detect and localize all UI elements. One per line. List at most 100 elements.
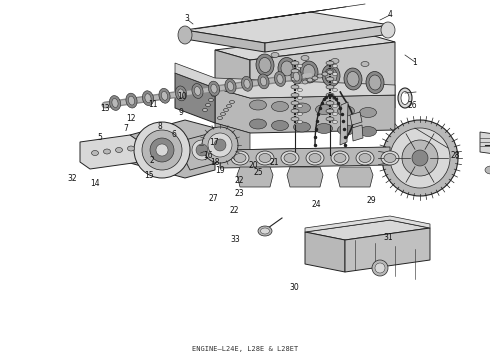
Circle shape bbox=[382, 120, 458, 196]
Text: 23: 23 bbox=[234, 189, 244, 198]
Polygon shape bbox=[237, 167, 273, 187]
Ellipse shape bbox=[212, 94, 217, 96]
Ellipse shape bbox=[126, 93, 137, 108]
Ellipse shape bbox=[333, 104, 338, 108]
Ellipse shape bbox=[401, 91, 409, 104]
Ellipse shape bbox=[333, 96, 338, 99]
Ellipse shape bbox=[297, 121, 302, 123]
Ellipse shape bbox=[331, 59, 339, 63]
Ellipse shape bbox=[258, 226, 272, 236]
Polygon shape bbox=[345, 228, 430, 272]
Ellipse shape bbox=[242, 76, 253, 91]
Text: 25: 25 bbox=[253, 167, 263, 176]
Ellipse shape bbox=[398, 88, 412, 108]
Ellipse shape bbox=[291, 85, 299, 89]
Polygon shape bbox=[305, 232, 345, 272]
Ellipse shape bbox=[220, 112, 225, 116]
Circle shape bbox=[390, 128, 450, 188]
Ellipse shape bbox=[209, 99, 214, 102]
Ellipse shape bbox=[259, 153, 271, 162]
Ellipse shape bbox=[178, 89, 184, 98]
Ellipse shape bbox=[297, 104, 302, 108]
Text: 22: 22 bbox=[234, 176, 244, 185]
Polygon shape bbox=[287, 167, 323, 187]
Ellipse shape bbox=[381, 22, 395, 38]
Ellipse shape bbox=[294, 103, 311, 113]
Circle shape bbox=[375, 263, 385, 273]
Ellipse shape bbox=[316, 104, 333, 114]
Ellipse shape bbox=[259, 58, 271, 72]
Polygon shape bbox=[215, 88, 395, 133]
Text: 8: 8 bbox=[158, 122, 162, 131]
Ellipse shape bbox=[229, 100, 235, 104]
Ellipse shape bbox=[225, 79, 236, 94]
Ellipse shape bbox=[333, 72, 338, 76]
Ellipse shape bbox=[231, 151, 249, 165]
Text: 16: 16 bbox=[203, 150, 213, 159]
Circle shape bbox=[372, 260, 388, 276]
Ellipse shape bbox=[249, 119, 267, 129]
Ellipse shape bbox=[326, 69, 334, 73]
Text: 29: 29 bbox=[366, 195, 376, 204]
Ellipse shape bbox=[312, 76, 318, 80]
Ellipse shape bbox=[258, 74, 269, 89]
Ellipse shape bbox=[297, 96, 302, 99]
Ellipse shape bbox=[159, 88, 170, 103]
Ellipse shape bbox=[301, 55, 309, 60]
Ellipse shape bbox=[291, 61, 299, 65]
Ellipse shape bbox=[256, 151, 274, 165]
Ellipse shape bbox=[192, 84, 203, 98]
Ellipse shape bbox=[178, 26, 192, 44]
Polygon shape bbox=[215, 50, 250, 98]
Circle shape bbox=[214, 139, 226, 151]
Polygon shape bbox=[305, 220, 430, 240]
Ellipse shape bbox=[128, 96, 135, 105]
Ellipse shape bbox=[333, 64, 338, 68]
Text: 27: 27 bbox=[208, 194, 218, 202]
Ellipse shape bbox=[226, 104, 231, 108]
Ellipse shape bbox=[297, 64, 302, 68]
Text: 11: 11 bbox=[148, 99, 158, 108]
Ellipse shape bbox=[116, 148, 122, 153]
Ellipse shape bbox=[322, 72, 328, 76]
Text: 13: 13 bbox=[100, 104, 110, 112]
Polygon shape bbox=[185, 12, 390, 43]
Polygon shape bbox=[350, 112, 362, 125]
Text: 6: 6 bbox=[172, 130, 176, 139]
Ellipse shape bbox=[325, 68, 337, 83]
Circle shape bbox=[156, 144, 168, 156]
Ellipse shape bbox=[195, 86, 200, 95]
Ellipse shape bbox=[317, 74, 323, 78]
Ellipse shape bbox=[291, 77, 299, 81]
Polygon shape bbox=[305, 216, 430, 232]
Polygon shape bbox=[480, 132, 490, 155]
Ellipse shape bbox=[326, 85, 334, 89]
Ellipse shape bbox=[333, 121, 338, 123]
Ellipse shape bbox=[303, 64, 315, 80]
Polygon shape bbox=[80, 135, 140, 169]
Ellipse shape bbox=[294, 72, 299, 81]
Ellipse shape bbox=[291, 69, 299, 73]
Ellipse shape bbox=[326, 93, 334, 97]
Ellipse shape bbox=[360, 126, 376, 136]
Ellipse shape bbox=[215, 89, 220, 91]
Polygon shape bbox=[250, 42, 395, 113]
Text: 14: 14 bbox=[90, 179, 100, 188]
Ellipse shape bbox=[326, 61, 334, 65]
Text: 1: 1 bbox=[413, 58, 417, 67]
Text: ENGINE–L24E, L28E & L28ET: ENGINE–L24E, L28E & L28ET bbox=[192, 346, 298, 352]
Ellipse shape bbox=[297, 81, 302, 84]
Text: 26: 26 bbox=[407, 100, 417, 109]
Ellipse shape bbox=[271, 102, 289, 112]
Text: 24: 24 bbox=[311, 199, 321, 208]
Ellipse shape bbox=[271, 53, 279, 58]
Ellipse shape bbox=[326, 101, 334, 105]
Ellipse shape bbox=[360, 108, 376, 117]
Text: 9: 9 bbox=[178, 108, 183, 117]
Text: 10: 10 bbox=[177, 91, 187, 100]
Text: 17: 17 bbox=[209, 138, 219, 147]
Text: 30: 30 bbox=[289, 284, 299, 292]
Ellipse shape bbox=[92, 150, 98, 156]
Ellipse shape bbox=[369, 75, 381, 90]
Text: 22: 22 bbox=[229, 206, 239, 215]
